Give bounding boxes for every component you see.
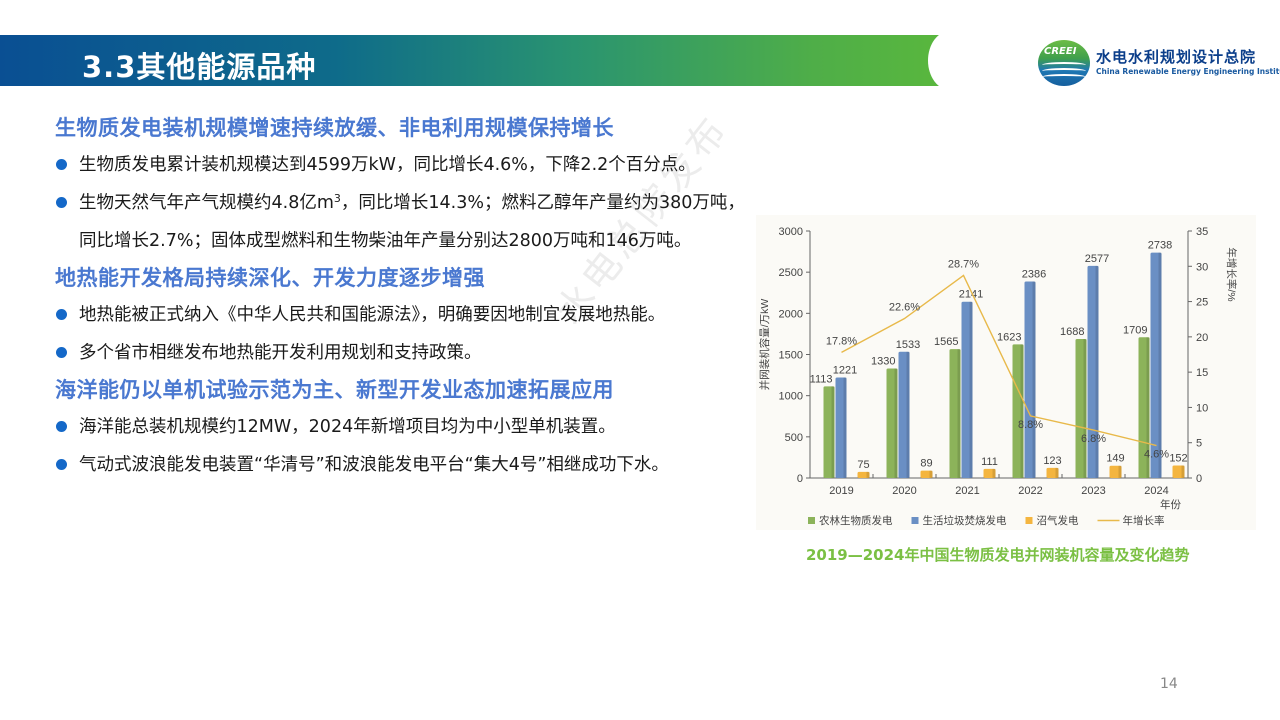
svg-text:2021: 2021	[955, 485, 979, 497]
svg-text:1500: 1500	[779, 350, 803, 362]
svg-text:25: 25	[1196, 297, 1208, 309]
svg-text:1565: 1565	[934, 336, 958, 348]
svg-text:20: 20	[1196, 332, 1208, 344]
creei-emblem-icon: CREEI	[1038, 40, 1090, 86]
svg-text:28.7%: 28.7%	[948, 258, 979, 270]
svg-text:1533: 1533	[896, 339, 920, 351]
org-name-cn: 水电水利规划设计总院	[1096, 48, 1257, 66]
svg-text:149: 149	[1106, 453, 1124, 465]
svg-text:1000: 1000	[779, 391, 803, 403]
svg-text:111: 111	[981, 456, 998, 468]
section-heading-geothermal: 地热能开发格局持续深化、开发力度逐步增强	[55, 266, 485, 290]
svg-text:1330: 1330	[871, 355, 895, 367]
svg-text:152: 152	[1169, 452, 1187, 464]
bullet-item: 气动式波浪能发电装置“华清号”和波浪能发电平台“集大4号”相继成功下水。	[55, 446, 745, 484]
svg-text:1709: 1709	[1123, 324, 1147, 336]
bullet-text: 生物质发电累计装机规模达到4599万kW，同比增长4.6%，下降2.2个百分点。	[79, 155, 696, 175]
svg-text:2577: 2577	[1085, 253, 1109, 265]
svg-text:1221: 1221	[833, 364, 857, 376]
bullet-text: 生物天然气年产气规模约4.8亿m	[79, 193, 334, 213]
svg-text:2738: 2738	[1148, 240, 1172, 252]
bullet-dot-icon	[56, 421, 67, 432]
bullet-dot-icon	[56, 197, 67, 208]
bullet-item: 地热能被正式纳入《中华人民共和国能源法》，明确要因地制宜发展地热能。	[55, 296, 745, 334]
svg-text:75: 75	[857, 459, 869, 471]
page-number: 14	[1160, 676, 1178, 692]
svg-text:2500: 2500	[779, 267, 803, 279]
svg-text:1623: 1623	[997, 331, 1021, 343]
svg-text:0: 0	[797, 473, 803, 485]
section-heading-ocean: 海洋能仍以单机试验示范为主、新型开发业态加速拓展应用	[55, 378, 614, 402]
svg-text:1113: 1113	[810, 373, 833, 385]
svg-text:2023: 2023	[1081, 485, 1105, 497]
org-name-en: China Renewable Energy Engineering Insti…	[1096, 67, 1280, 76]
svg-text:2022: 2022	[1018, 485, 1042, 497]
svg-text:89: 89	[920, 458, 932, 470]
svg-text:35: 35	[1196, 226, 1208, 238]
svg-text:0: 0	[1196, 473, 1202, 485]
svg-text:10: 10	[1196, 402, 1208, 414]
svg-text:2000: 2000	[779, 308, 803, 320]
bullet-text: 多个省市相继发布地热能开发利用规划和支持政策。	[79, 343, 482, 363]
slide-title: 3.3其他能源品种	[82, 50, 317, 84]
svg-text:年份: 年份	[1160, 498, 1182, 511]
svg-text:农林生物质发电: 农林生物质发电	[819, 514, 893, 527]
svg-text:沼气发电: 沼气发电	[1037, 514, 1079, 527]
svg-text:2141: 2141	[959, 289, 983, 301]
svg-text:6.8%: 6.8%	[1081, 433, 1106, 445]
svg-text:生活垃圾焚烧发电: 生活垃圾焚烧发电	[923, 514, 1007, 527]
bullet-item: 生物质发电累计装机规模达到4599万kW，同比增长4.6%，下降2.2个百分点。	[55, 146, 745, 184]
bullet-text: 气动式波浪能发电装置“华清号”和波浪能发电平台“集大4号”相继成功下水。	[79, 455, 669, 475]
svg-text:并网装机容量/万kW: 并网装机容量/万kW	[758, 299, 771, 391]
svg-text:123: 123	[1043, 455, 1061, 467]
chart-caption: 2019—2024年中国生物质发电并网装机容量及变化趋势	[806, 546, 1190, 564]
svg-text:30: 30	[1196, 261, 1208, 273]
svg-text:2386: 2386	[1022, 269, 1046, 281]
bullet-item: 海洋能总装机规模约12MW，2024年新增项目均为中小型单机装置。	[55, 408, 745, 446]
bullet-item: 生物天然气年产气规模约4.8亿m3，同比增长14.3%；燃料乙醇年产量约为380…	[55, 184, 745, 260]
chart-panel: 0 500 1000 1500 2000 2500 3000 0 5 10 15 20 25 30 35 并网…	[756, 215, 1256, 530]
svg-text:3000: 3000	[779, 226, 803, 238]
svg-text:22.6%: 22.6%	[889, 302, 920, 314]
svg-text:17.8%: 17.8%	[826, 335, 857, 347]
bullet-text: ，同比增长14.3%；燃料乙醇年产量约为380万吨，同比增长2.7%；固体成型燃…	[79, 193, 745, 251]
svg-text:5: 5	[1196, 438, 1202, 450]
logo: CREEI 水电水利规划设计总院 China Renewable Energy …	[1038, 40, 1280, 86]
svg-text:年增长率/%: 年增长率/%	[1225, 247, 1238, 301]
svg-text:4.6%: 4.6%	[1144, 449, 1169, 461]
svg-text:15: 15	[1196, 367, 1208, 379]
svg-text:2020: 2020	[892, 485, 916, 497]
svg-text:500: 500	[785, 432, 803, 444]
bullet-dot-icon	[56, 159, 67, 170]
bullet-text: 海洋能总装机规模约12MW，2024年新增项目均为中小型单机装置。	[79, 417, 616, 437]
bullet-dot-icon	[56, 347, 67, 358]
svg-text:2024: 2024	[1144, 485, 1168, 497]
text-content: 生物质发电装机规模增速持续放缓、非电利用规模保持增长 生物质发电累计装机规模达到…	[55, 110, 755, 484]
title-bar-notch	[928, 31, 972, 90]
bullet-dot-icon	[56, 459, 67, 470]
section-heading-biomass: 生物质发电装机规模增速持续放缓、非电利用规模保持增长	[55, 116, 614, 140]
svg-text:2019: 2019	[829, 485, 853, 497]
bullet-text: 地热能被正式纳入《中华人民共和国能源法》，明确要因地制宜发展地热能。	[79, 305, 666, 325]
emblem-text: CREEI	[1044, 46, 1077, 57]
superscript: 3	[333, 192, 341, 205]
svg-text:年增长率: 年增长率	[1123, 514, 1165, 527]
title-bar	[0, 31, 972, 90]
bullet-item: 多个省市相继发布地热能开发利用规划和支持政策。	[55, 334, 745, 372]
svg-text:8.8%: 8.8%	[1018, 419, 1043, 431]
bullet-dot-icon	[56, 309, 67, 320]
biomass-capacity-chart: 0 500 1000 1500 2000 2500 3000 0 5 10 15 20 25 30 35 并网…	[758, 226, 1238, 527]
svg-text:1688: 1688	[1060, 326, 1084, 338]
